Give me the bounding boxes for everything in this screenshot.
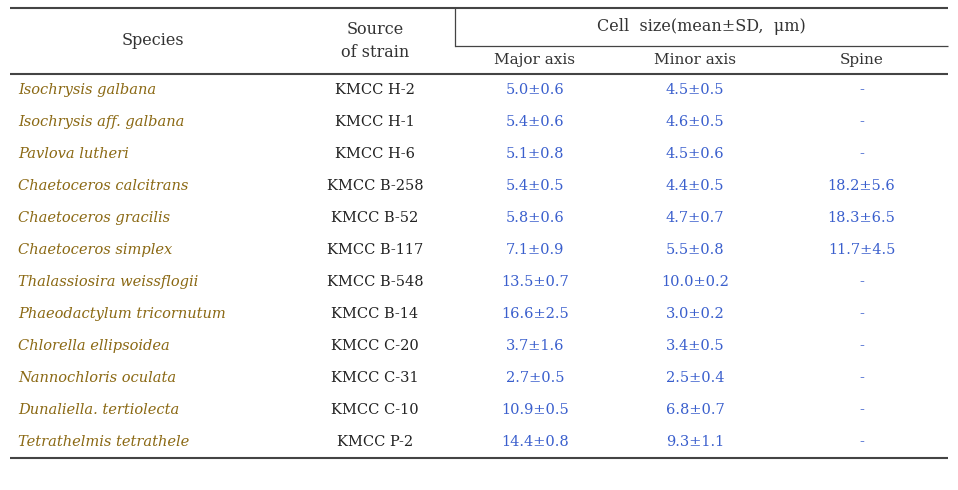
Text: 6.8±0.7: 6.8±0.7	[666, 403, 724, 417]
Text: 5.5±0.8: 5.5±0.8	[666, 243, 724, 257]
Text: 4.6±0.5: 4.6±0.5	[666, 115, 724, 129]
Text: -: -	[859, 435, 864, 449]
Text: 5.4±0.6: 5.4±0.6	[506, 115, 564, 129]
Text: -: -	[859, 147, 864, 161]
Text: KMCC C-31: KMCC C-31	[331, 371, 419, 385]
Text: -: -	[859, 275, 864, 289]
Text: 5.8±0.6: 5.8±0.6	[506, 211, 564, 225]
Text: 9.3±1.1: 9.3±1.1	[666, 435, 724, 449]
Text: Chaetoceros gracilis: Chaetoceros gracilis	[18, 211, 171, 225]
Text: 3.4±0.5: 3.4±0.5	[666, 339, 724, 353]
Text: 10.0±0.2: 10.0±0.2	[661, 275, 729, 289]
Text: Source
of strain: Source of strain	[341, 22, 409, 61]
Text: 7.1±0.9: 7.1±0.9	[506, 243, 564, 257]
Text: 14.4±0.8: 14.4±0.8	[501, 435, 569, 449]
Text: 4.5±0.6: 4.5±0.6	[666, 147, 724, 161]
Text: KMCC B-117: KMCC B-117	[327, 243, 423, 257]
Text: KMCC H-6: KMCC H-6	[335, 147, 415, 161]
Text: Species: Species	[122, 32, 184, 49]
Text: KMCC B-52: KMCC B-52	[331, 211, 419, 225]
Text: Chaetoceros calcitrans: Chaetoceros calcitrans	[18, 179, 189, 193]
Text: 2.7±0.5: 2.7±0.5	[506, 371, 564, 385]
Text: KMCC P-2: KMCC P-2	[337, 435, 413, 449]
Text: Phaeodactylum tricornutum: Phaeodactylum tricornutum	[18, 307, 226, 321]
Text: KMCC B-258: KMCC B-258	[327, 179, 423, 193]
Text: 5.0±0.6: 5.0±0.6	[506, 83, 564, 97]
Text: Tetrathelmis tetrathele: Tetrathelmis tetrathele	[18, 435, 190, 449]
Text: 18.3±6.5: 18.3±6.5	[828, 211, 896, 225]
Text: 10.9±0.5: 10.9±0.5	[501, 403, 569, 417]
Text: Dunaliella. tertiolecta: Dunaliella. tertiolecta	[18, 403, 179, 417]
Text: KMCC C-10: KMCC C-10	[331, 403, 419, 417]
Text: -: -	[859, 371, 864, 385]
Text: 16.6±2.5: 16.6±2.5	[501, 307, 569, 321]
Text: -: -	[859, 339, 864, 353]
Text: -: -	[859, 115, 864, 129]
Text: 3.7±1.6: 3.7±1.6	[506, 339, 564, 353]
Text: Isochrysis aff. galbana: Isochrysis aff. galbana	[18, 115, 184, 129]
Text: KMCC H-1: KMCC H-1	[335, 115, 415, 129]
Text: 5.4±0.5: 5.4±0.5	[506, 179, 564, 193]
Text: KMCC B-14: KMCC B-14	[331, 307, 419, 321]
Text: Pavlova lutheri: Pavlova lutheri	[18, 147, 128, 161]
Text: Chaetoceros simplex: Chaetoceros simplex	[18, 243, 172, 257]
Text: 5.1±0.8: 5.1±0.8	[506, 147, 564, 161]
Text: -: -	[859, 83, 864, 97]
Text: KMCC H-2: KMCC H-2	[335, 83, 415, 97]
Text: KMCC C-20: KMCC C-20	[331, 339, 419, 353]
Text: Cell  size(mean±SD,  μm): Cell size(mean±SD, μm)	[597, 19, 806, 35]
Text: KMCC B-548: KMCC B-548	[327, 275, 423, 289]
Text: Nannochloris oculata: Nannochloris oculata	[18, 371, 176, 385]
Text: Major axis: Major axis	[494, 53, 576, 67]
Text: Spine: Spine	[839, 53, 883, 67]
Text: 11.7±4.5: 11.7±4.5	[828, 243, 895, 257]
Text: 4.5±0.5: 4.5±0.5	[666, 83, 724, 97]
Text: -: -	[859, 307, 864, 321]
Text: Chlorella ellipsoidea: Chlorella ellipsoidea	[18, 339, 170, 353]
Text: 4.7±0.7: 4.7±0.7	[666, 211, 724, 225]
Text: 13.5±0.7: 13.5±0.7	[501, 275, 569, 289]
Text: Thalassiosira weissflogii: Thalassiosira weissflogii	[18, 275, 198, 289]
Text: 3.0±0.2: 3.0±0.2	[666, 307, 724, 321]
Text: Minor axis: Minor axis	[654, 53, 736, 67]
Text: 18.2±5.6: 18.2±5.6	[828, 179, 896, 193]
Text: Isochrysis galbana: Isochrysis galbana	[18, 83, 156, 97]
Text: 4.4±0.5: 4.4±0.5	[666, 179, 724, 193]
Text: 2.5±0.4: 2.5±0.4	[666, 371, 724, 385]
Text: -: -	[859, 403, 864, 417]
